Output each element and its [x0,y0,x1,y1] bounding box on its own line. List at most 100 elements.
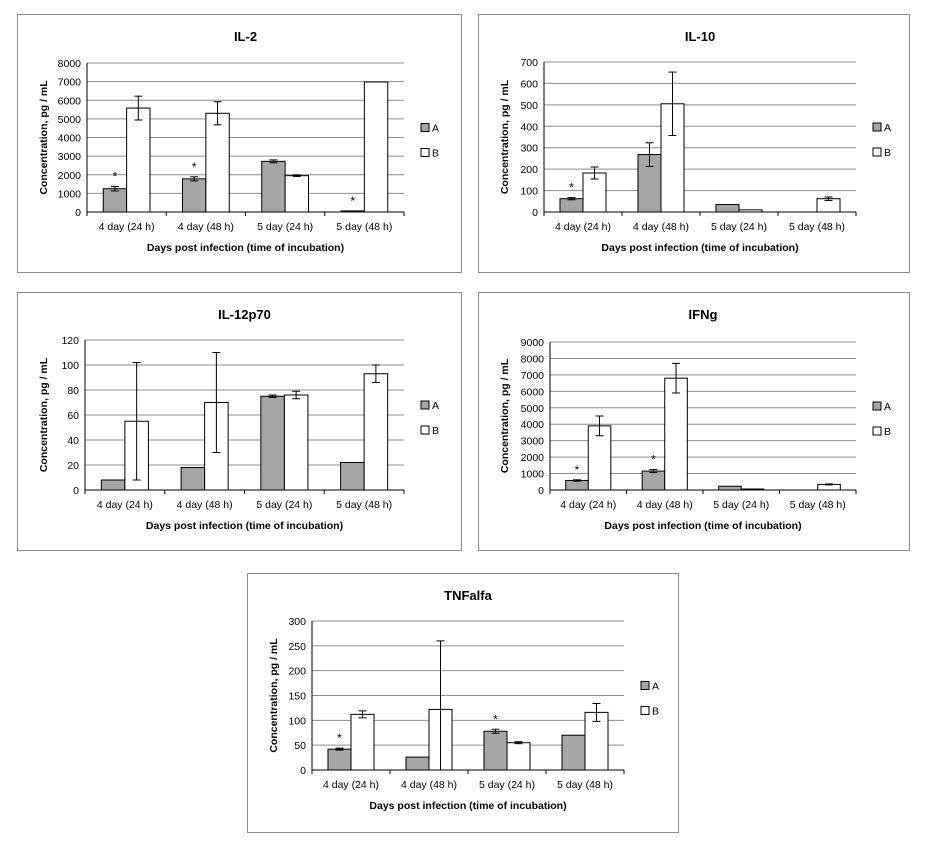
bar-b [363,373,389,491]
y-tick-label: 0 [75,207,81,219]
bar-a [483,730,508,771]
chart-title: IL-2 [234,29,257,44]
chart-svg: IL-10 0 100 200 300 400 500 600 700 Concentration… [499,29,891,254]
x-axis-label: Days post infection (time of incubation) [146,520,343,532]
bar-a [102,188,128,213]
x-tick-label: 4 day (24 h) [97,499,153,511]
y-tick-label: 20 [67,460,79,472]
bar-b [740,488,765,491]
significance-marker: * [192,160,197,174]
y-tick-label: 7000 [521,370,545,382]
x-axis-label: Days post infection (time of incubation) [604,520,801,532]
x-axis-label: Days post infection (time of incubation) [601,242,798,254]
y-tick-label: 50 [294,740,306,752]
y-tick-label: 200 [288,666,306,678]
y-tick-label: 5000 [521,403,545,415]
bar-b [284,175,310,213]
y-tick-label: 0 [538,485,544,497]
legend-swatch-a [872,401,882,411]
y-tick-label: 300 [520,143,538,155]
bar-a [561,734,586,771]
bar-a [340,210,365,213]
legend-swatch-a [640,681,650,690]
bar-a [641,470,666,491]
y-tick-label: 6000 [58,95,82,107]
y-tick-label: 250 [288,641,306,653]
y-tick-label: 100 [61,360,79,372]
bar-a [405,756,430,771]
bar-a [565,479,589,491]
bar-a [718,485,742,491]
x-tick-label: 5 day (24 h) [256,499,312,511]
legend-swatch-a [420,123,430,132]
bar-a [260,395,285,491]
chart-panel-il10: IL-10 0 100 200 300 400 500 600 700 Concentration… [478,14,910,273]
significance-marker: * [337,731,342,745]
y-axis-label: Concentration, pg / mL [38,357,50,472]
x-tick-label: 4 day (48 h) [637,499,693,511]
significance-marker: * [350,194,355,208]
bar-b [664,377,688,491]
legend-swatch-b [872,147,882,157]
legend-label-b: B [652,706,659,718]
legend-swatch-b [640,706,650,715]
y-tick-label: 600 [520,78,538,90]
y-tick-label: 9000 [521,337,545,349]
chart-title: IL-10 [685,29,715,44]
y-axis-label: Concentration, pg / mL [499,79,511,194]
bar-a [180,467,206,491]
x-tick-label: 4 day (48 h) [177,499,233,511]
bar-b [205,112,230,213]
y-tick-label: 8000 [521,353,545,365]
bar-b [738,209,763,213]
y-tick-label: 5000 [58,114,82,126]
y-tick-label: 40 [67,435,79,447]
legend-label-a: A [432,400,439,412]
y-tick-label: 100 [288,715,306,727]
x-tick-label: 5 day (24 h) [479,779,535,791]
y-tick-label: 400 [520,121,538,133]
y-tick-label: 60 [67,410,79,422]
y-tick-label: 1000 [521,469,545,481]
y-tick-label: 8000 [58,58,82,70]
legend-label-a: A [652,681,659,693]
bar-a [181,178,207,213]
y-tick-label: 3000 [521,436,545,448]
x-tick-label: 4 day (48 h) [633,221,689,233]
chart-title: TNFalfa [444,588,492,603]
legend-label-b: B [432,425,439,437]
legend-label-a: A [884,122,891,134]
y-tick-label: 0 [73,485,79,497]
y-tick-label: 4000 [58,133,82,145]
x-tick-label: 5 day (48 h) [336,221,392,233]
significance-marker: * [113,169,118,183]
y-tick-label: 2000 [521,452,545,464]
chart-panel-il12p70: IL-12p70 0 20 40 60 80 100 120 Concentration, pg… [17,292,462,551]
x-tick-label: 5 day (24 h) [711,221,767,233]
y-tick-label: 3000 [58,151,82,163]
legend-swatch-a [872,122,882,132]
y-axis-label: Concentration, pg / mL [38,80,50,195]
legend-label-b: B [884,426,891,438]
y-tick-label: 2000 [58,170,82,182]
y-tick-label: 0 [532,207,538,219]
chart-svg: TNFalfa 0 50 100 150 200 250 300 Concentration, … [268,588,659,812]
y-tick-label: 200 [520,164,538,176]
y-tick-label: 7000 [58,77,82,89]
bar-a [715,204,740,213]
bar-b [506,742,531,771]
legend-swatch-a [420,400,430,410]
bar-b [126,107,151,213]
significance-marker: * [575,463,580,477]
y-tick-label: 300 [288,616,306,628]
y-axis-label: Concentration, pg / mL [268,638,280,753]
x-tick-label: 4 day (24 h) [323,779,379,791]
y-tick-label: 1000 [58,188,82,200]
x-tick-label: 5 day (48 h) [789,221,845,233]
y-axis-label: Concentration, pg / mL [499,358,511,473]
bar-b [363,81,389,213]
legend-label-a: A [884,401,891,413]
y-tick-label: 700 [520,57,538,69]
legend-swatch-b [872,426,882,436]
chart-title: IFNg [689,307,718,322]
